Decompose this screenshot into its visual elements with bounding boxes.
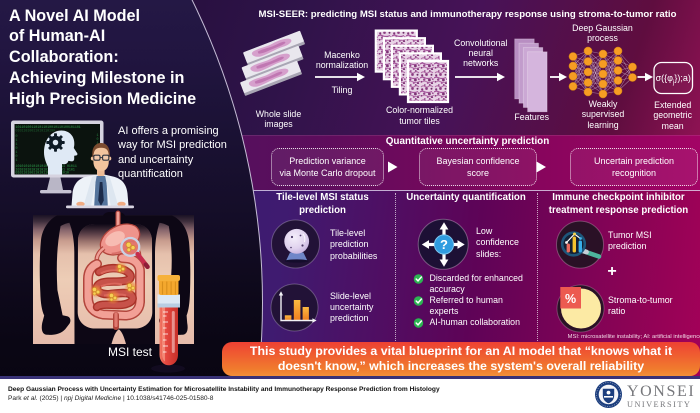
svg-text:101101001101011010010110100101: 101101001101011010010110100101101: [16, 125, 81, 129]
svg-text:%: %: [565, 292, 576, 306]
svg-text:0: 0: [16, 154, 18, 158]
svg-text:1: 1: [97, 141, 99, 145]
svg-text:1010101010101010 10011011 0101: 1010101010101010 10011011 01011: [16, 164, 77, 168]
svg-text:10101010101010101 1001101 0101: 10101010101010101 1001101 0101: [16, 167, 75, 171]
svg-text:1: 1: [97, 133, 99, 137]
svg-text:1: 1: [16, 150, 18, 154]
svg-text:1: 1: [16, 138, 18, 142]
svg-text:0: 0: [16, 134, 18, 138]
svg-text:1: 1: [16, 142, 18, 146]
svg-text:0: 0: [97, 137, 99, 141]
svg-text:010110100110101101001011010: 010110100110101101001011010: [16, 171, 69, 175]
svg-text:?: ?: [440, 237, 448, 252]
svg-text:01011010011010110100: 01011010011010110100: [16, 129, 56, 133]
svg-text:0: 0: [16, 146, 18, 150]
svg-text:1: 1: [16, 158, 18, 162]
